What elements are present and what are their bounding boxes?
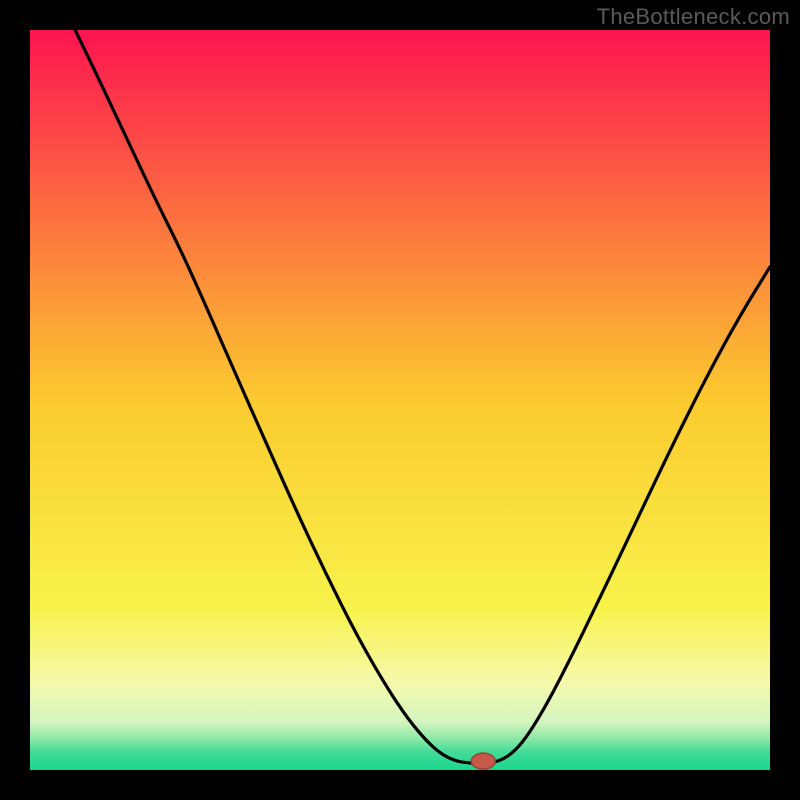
bottleneck-chart xyxy=(0,0,800,800)
watermark-label: TheBottleneck.com xyxy=(597,4,790,30)
chart-container: TheBottleneck.com xyxy=(0,0,800,800)
plot-area xyxy=(30,30,770,770)
optimal-point-marker xyxy=(471,753,495,769)
